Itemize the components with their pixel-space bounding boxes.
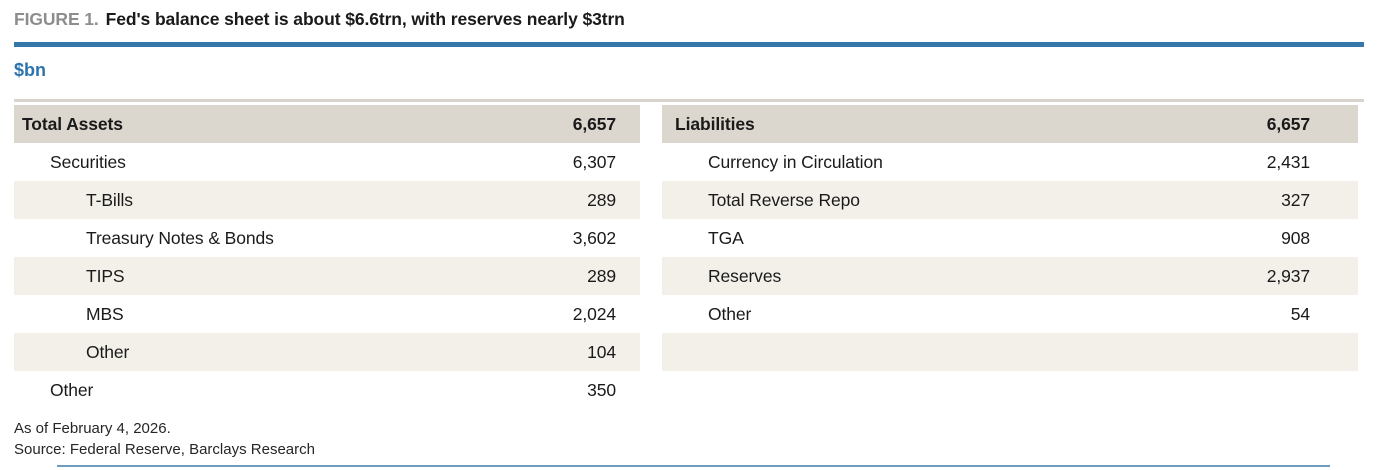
footnotes: As of February 4, 2026. Source: Federal … <box>14 418 1364 460</box>
title-divider-rule <box>14 42 1364 47</box>
liabilities-header-label: Liabilities <box>675 113 755 134</box>
row-label: Other <box>708 303 752 324</box>
row-value: 289 <box>587 265 616 286</box>
as-of-note: As of February 4, 2026. <box>14 420 171 437</box>
table-top-rule <box>14 99 1364 102</box>
row-value: 2,431 <box>1266 151 1310 172</box>
table-row: Reserves 2,937 <box>662 257 1358 295</box>
figure-title: FIGURE 1. Fed's balance sheet is about $6… <box>14 6 1364 30</box>
row-label: MBS <box>86 303 124 324</box>
liabilities-header-row: Liabilities 6,657 <box>662 105 1358 143</box>
row-value: 350 <box>587 379 616 400</box>
table-row: TIPS 289 <box>14 257 640 295</box>
row-value: 2,024 <box>572 303 616 324</box>
figure-number-label: FIGURE 1. <box>14 9 99 29</box>
table-row-empty <box>662 371 1358 409</box>
liabilities-header-value: 6,657 <box>1266 113 1310 134</box>
assets-header-value: 6,657 <box>572 113 616 134</box>
row-value: 104 <box>587 341 616 362</box>
assets-header-label: Total Assets <box>22 113 123 134</box>
row-label: Other <box>50 379 94 400</box>
table-row: Total Reverse Repo 327 <box>662 181 1358 219</box>
source-note: Source: Federal Reserve, Barclays Resear… <box>14 441 315 458</box>
row-label: T-Bills <box>86 189 133 210</box>
row-label: Reserves <box>708 265 782 286</box>
unit-label: $bn <box>14 60 47 80</box>
liabilities-table: Liabilities 6,657 Currency in Circulatio… <box>662 105 1358 409</box>
row-label: Securities <box>50 151 126 172</box>
row-value: 327 <box>1281 189 1310 210</box>
balance-sheet-tables: Total Assets 6,657 Securities 6,307 T-Bi… <box>14 105 1364 409</box>
row-value: 908 <box>1281 227 1310 248</box>
assets-header-row: Total Assets 6,657 <box>14 105 640 143</box>
table-row: Other 54 <box>662 295 1358 333</box>
row-label: TIPS <box>86 265 125 286</box>
table-row: Other 104 <box>14 333 640 371</box>
table-row: Currency in Circulation 2,431 <box>662 143 1358 181</box>
table-row: Other 350 <box>14 371 640 409</box>
row-label: Treasury Notes & Bonds <box>86 227 274 248</box>
figure-title-text: Fed's balance sheet is about $6.6trn, wi… <box>105 9 625 29</box>
bottom-divider-rule <box>57 465 1330 467</box>
table-row: MBS 2,024 <box>14 295 640 333</box>
table-row-empty <box>662 333 1358 371</box>
row-label: Total Reverse Repo <box>708 189 860 210</box>
row-value: 54 <box>1290 303 1310 324</box>
row-value: 2,937 <box>1266 265 1310 286</box>
row-label: TGA <box>708 227 744 248</box>
table-row: TGA 908 <box>662 219 1358 257</box>
table-row: T-Bills 289 <box>14 181 640 219</box>
table-row: Securities 6,307 <box>14 143 640 181</box>
assets-table: Total Assets 6,657 Securities 6,307 T-Bi… <box>14 105 640 409</box>
table-row: Treasury Notes & Bonds 3,602 <box>14 219 640 257</box>
row-value: 289 <box>587 189 616 210</box>
row-label: Other <box>86 341 130 362</box>
row-value: 6,307 <box>572 151 616 172</box>
row-value: 3,602 <box>572 227 616 248</box>
row-label: Currency in Circulation <box>708 151 883 172</box>
